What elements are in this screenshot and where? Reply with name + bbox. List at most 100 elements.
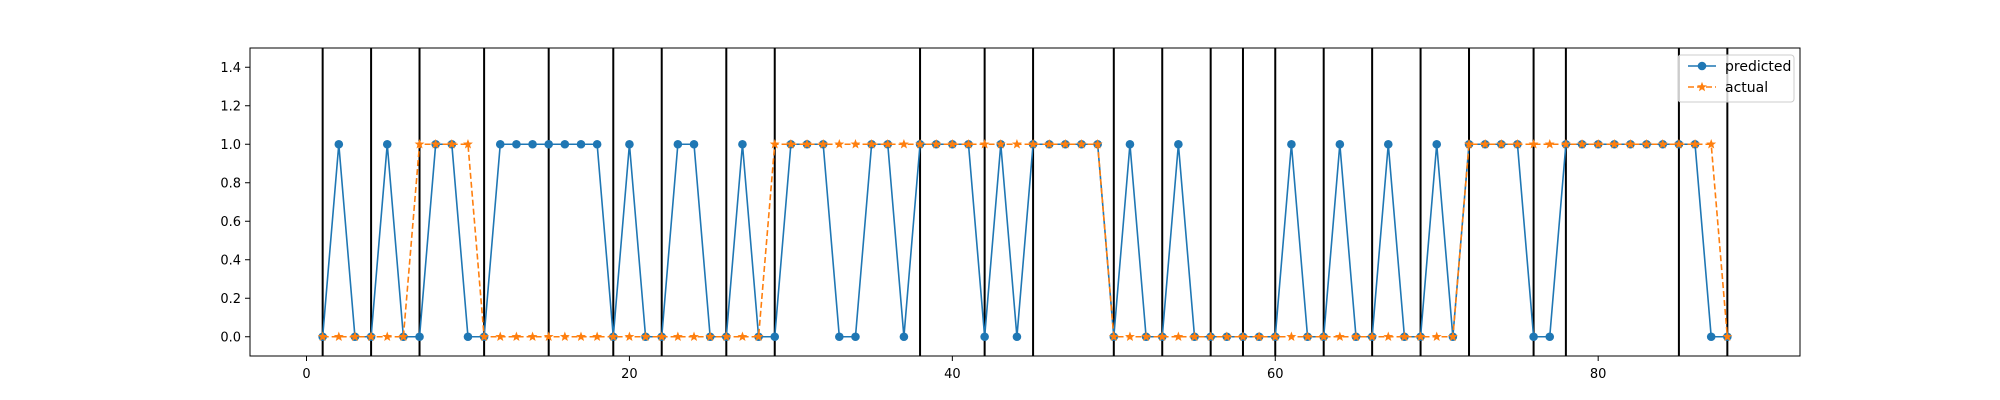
data-point-actual [656, 331, 667, 341]
data-point-actual [898, 139, 909, 149]
data-point-predicted [899, 332, 909, 342]
data-point-predicted [673, 139, 683, 149]
data-point-predicted [1529, 332, 1538, 342]
series-group [317, 139, 1733, 342]
data-point-actual [1270, 331, 1281, 341]
data-point-predicted [592, 139, 602, 149]
x-tick-label: 80 [1590, 367, 1607, 382]
data-point-actual [1673, 139, 1684, 149]
data-point-actual [1512, 139, 1523, 149]
data-point-actual [672, 331, 683, 341]
data-point-actual [769, 139, 780, 149]
data-point-actual [1722, 331, 1733, 341]
data-point-actual [1480, 139, 1491, 149]
series-predicted [318, 139, 1732, 342]
data-point-actual [1464, 139, 1474, 149]
data-point-predicted [770, 332, 780, 342]
data-point-actual [1560, 139, 1571, 149]
legend-item-actual: actual [1688, 80, 1768, 96]
data-point-actual [1496, 139, 1507, 149]
data-point-actual [511, 331, 522, 341]
data-point-actual [979, 139, 990, 149]
data-point-actual [995, 139, 1006, 149]
data-point-actual [543, 331, 554, 341]
data-point-actual [1609, 139, 1620, 149]
data-point-actual [1383, 331, 1394, 341]
data-point-predicted [544, 139, 553, 149]
data-point-actual [414, 139, 425, 149]
data-point-predicted [835, 332, 844, 342]
data-point-actual [1415, 331, 1426, 341]
data-point-actual [721, 331, 732, 341]
data-point-predicted [528, 139, 537, 149]
y-tick-label: 0.6 [220, 215, 241, 230]
data-point-predicted [1125, 139, 1135, 149]
data-point-actual [1125, 331, 1135, 341]
data-point-actual [479, 331, 490, 341]
data-point-predicted [1432, 139, 1442, 149]
legend-label-actual: actual [1725, 80, 1768, 96]
data-point-actual [1254, 331, 1265, 341]
data-point-actual [463, 139, 473, 149]
data-point-actual [1205, 331, 1216, 341]
data-point-actual [1447, 331, 1458, 341]
data-point-predicted [576, 139, 586, 149]
data-point-predicted [980, 332, 989, 342]
data-point-actual [1351, 331, 1361, 341]
legend: predicted actual [1677, 54, 1795, 103]
y-tick-label: 1.4 [220, 61, 241, 76]
data-point-actual [1528, 139, 1539, 149]
data-point-predicted [1335, 139, 1345, 149]
data-point-actual [1076, 139, 1087, 149]
data-point-predicted [851, 332, 860, 342]
data-point-actual [495, 331, 506, 341]
data-point-actual [1706, 139, 1717, 149]
data-point-predicted [1383, 139, 1393, 149]
data-point-predicted [1706, 332, 1716, 342]
data-point-actual [834, 139, 845, 149]
data-point-actual [689, 331, 699, 341]
y-tick-label: 0.8 [220, 176, 241, 191]
data-point-actual [1657, 139, 1668, 149]
data-point-actual [1544, 139, 1555, 149]
data-point-actual [737, 331, 748, 341]
data-point-actual [753, 331, 764, 341]
y-tick-label: 0.4 [220, 253, 241, 268]
data-point-actual [576, 331, 586, 341]
series-line-predicted [321, 143, 1728, 338]
data-point-actual [1318, 331, 1329, 341]
data-point-actual [446, 139, 457, 149]
data-point-actual [398, 331, 409, 341]
data-point-actual [785, 139, 796, 149]
data-point-actual [350, 331, 360, 341]
data-point-actual [1141, 331, 1152, 341]
x-tick-label: 0 [302, 367, 310, 382]
series-line-actual [322, 143, 1729, 338]
data-point-actual [592, 331, 603, 341]
data-point-predicted [334, 139, 344, 149]
data-point-predicted [463, 332, 473, 342]
data-point-actual [1625, 139, 1636, 149]
legend-item-predicted: predicted [1688, 59, 1791, 75]
data-point-actual [1431, 331, 1442, 341]
data-point-predicted [1545, 332, 1555, 342]
data-point-predicted [689, 139, 699, 149]
data-point-actual [1641, 139, 1652, 149]
data-point-actual [1189, 331, 1200, 341]
y-tick-label: 1.2 [220, 99, 241, 114]
data-point-actual [931, 139, 942, 149]
data-point-actual [1044, 139, 1055, 149]
data-point-actual [882, 139, 893, 149]
data-point-actual [317, 331, 328, 341]
y-tick-label: 0.2 [220, 292, 241, 307]
data-point-actual [705, 331, 716, 341]
data-point-predicted [495, 139, 505, 149]
data-point-actual [1577, 139, 1587, 149]
data-point-actual [333, 331, 344, 341]
data-point-actual [366, 331, 377, 341]
data-point-actual [382, 331, 393, 341]
data-point-predicted [1012, 332, 1022, 342]
data-point-predicted [738, 139, 747, 149]
